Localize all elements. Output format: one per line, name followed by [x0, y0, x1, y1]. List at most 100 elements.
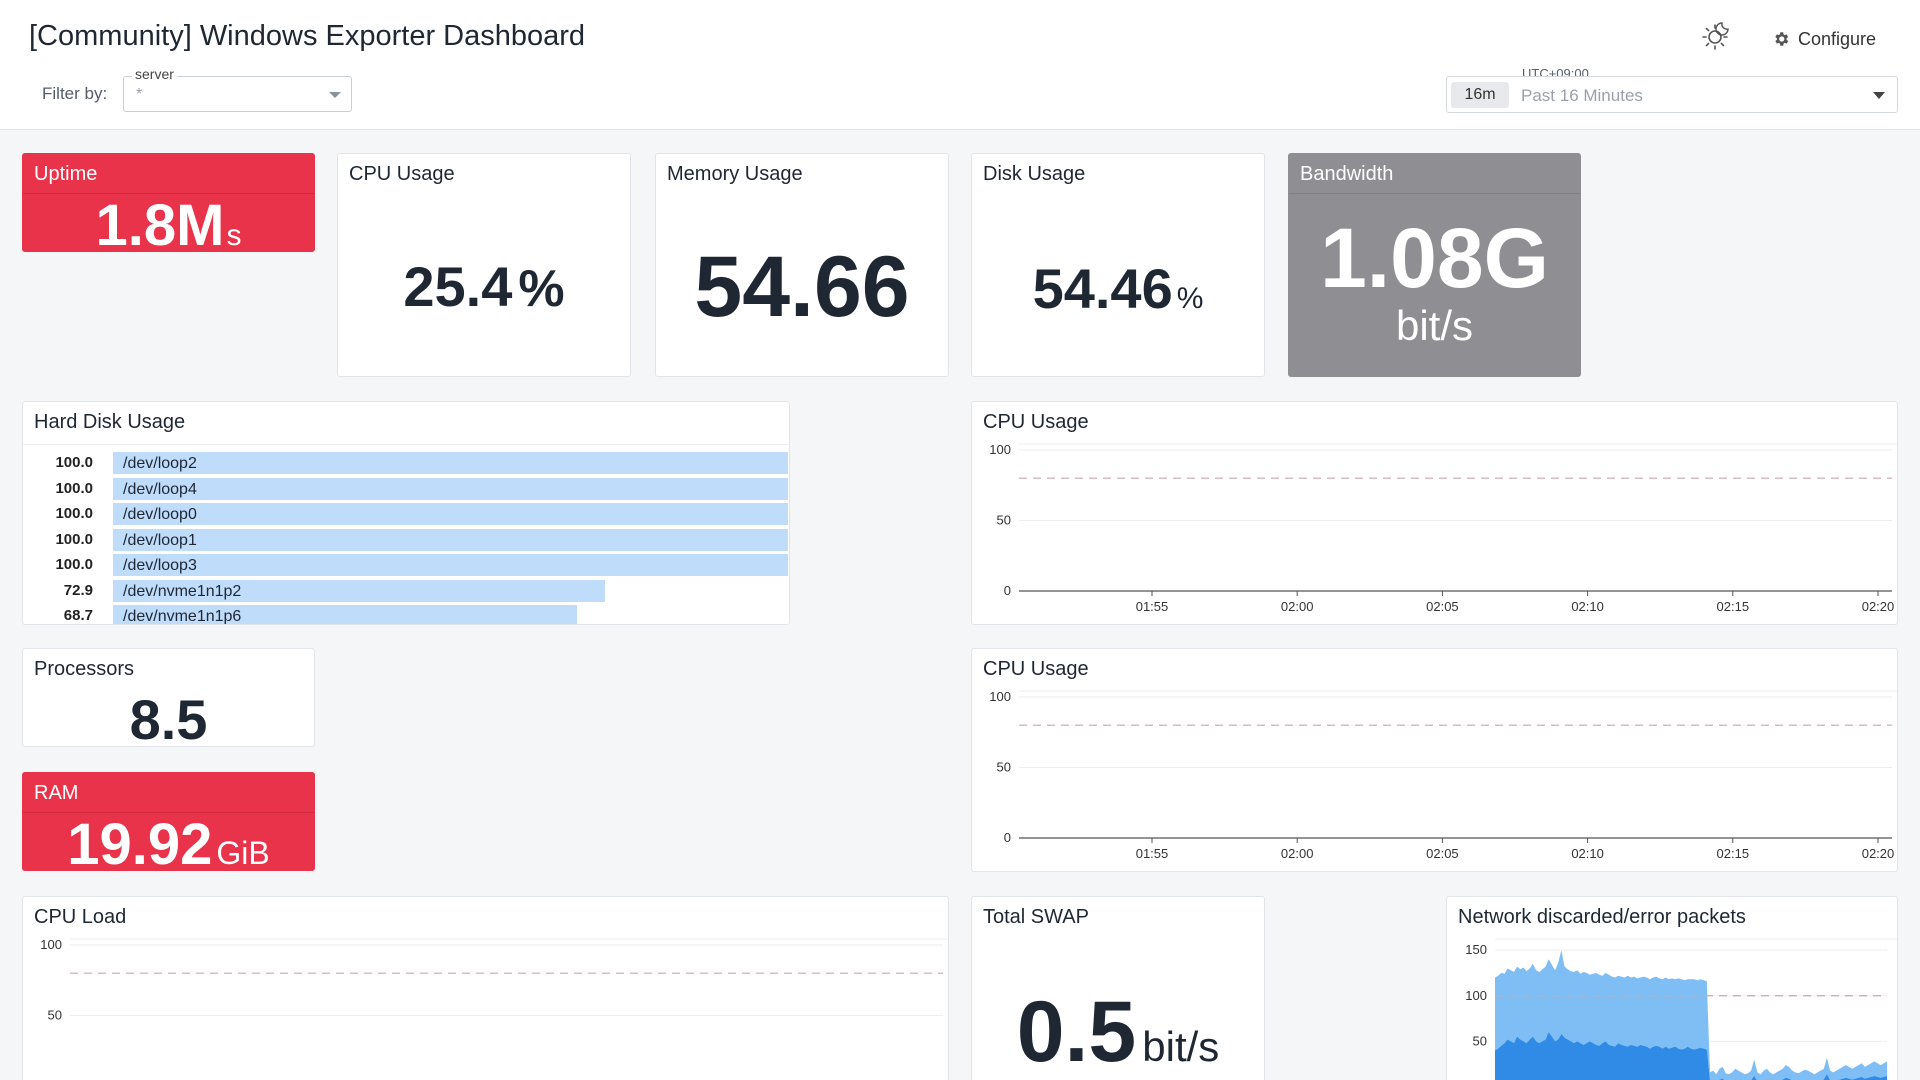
x-tick-label: 02:00 — [1281, 846, 1314, 861]
widget-title: CPU Usage — [349, 163, 455, 185]
time-range-text: Past 16 Minutes — [1521, 86, 1643, 105]
list-item[interactable]: 72.9/dev/nvme1n1p2 — [33, 579, 778, 602]
disk-usage-bar — [113, 554, 788, 576]
disk-device-name: /dev/loop3 — [123, 557, 197, 574]
disk-device-name: /dev/nvme1n1p6 — [123, 608, 242, 625]
memory-usage-widget[interactable]: Memory Usage 54.66 — [655, 153, 949, 377]
filter-label: Filter by: — [42, 84, 108, 103]
widget-title: Uptime — [34, 163, 98, 185]
list-item[interactable]: 68.7/dev/nvme1n1p6 — [33, 604, 778, 625]
widget-title: Memory Usage — [667, 163, 803, 185]
y-tick-label: 100 — [989, 442, 1011, 457]
widget-title: Disk Usage — [983, 163, 1086, 185]
disk-device-name: /dev/loop0 — [123, 506, 197, 523]
list-item[interactable]: 100.0/dev/loop2 — [33, 451, 788, 474]
y-tick-label: 50 — [997, 513, 1011, 528]
x-tick-label: 01:55 — [1136, 846, 1169, 861]
x-tick-label: 02:15 — [1717, 846, 1750, 861]
cpu-usage-chart-widget[interactable]: CPU Usage 0 50 100 01:55 02:00 02:05 02:10 02:1… — [971, 401, 1898, 625]
server-filter-select[interactable]: server * — [123, 66, 352, 112]
list-item[interactable]: 100.0/dev/loop3 — [33, 553, 788, 576]
processors-widget[interactable]: Processors 8.5 — [22, 648, 315, 747]
x-tick-label: 02:05 — [1426, 846, 1459, 861]
total-swap-value: 0.5 bit/s — [1016, 984, 1220, 1080]
widget-title: Network discarded/error packets — [1458, 906, 1746, 928]
y-tick-label: 0 — [1004, 830, 1011, 845]
uptime-value: 1.8Ms — [95, 193, 242, 252]
disk-device-name: /dev/loop2 — [123, 455, 197, 472]
x-tick-label: 02:20 — [1862, 599, 1895, 614]
x-tick-label: 02:05 — [1426, 599, 1459, 614]
x-tick-label: 02:10 — [1571, 599, 1604, 614]
disk-usage-percent: 100.0 — [55, 479, 93, 497]
memory-usage-value: 54.66 — [694, 239, 910, 335]
cpu-load-timeseries: 50 100 — [40, 937, 948, 1023]
dashboard-header: [Community] Windows Exporter Dashboard F… — [0, 0, 1920, 130]
bandwidth-widget[interactable]: Bandwidth 1.08G bit/s — [1288, 153, 1581, 377]
disk-usage-bar — [113, 477, 788, 500]
uptime-widget[interactable]: Uptime 1.8Ms — [22, 153, 315, 252]
y-tick-label: 100 — [40, 937, 62, 952]
disk-usage-percent: 68.7 — [63, 607, 93, 624]
x-tick-label: 01:55 — [1136, 599, 1169, 614]
disk-usage-bar — [113, 528, 788, 551]
disk-device-name: /dev/loop4 — [123, 480, 197, 498]
cpu-usage-timeseries: 0 50 100 01:55 02:00 02:05 02:10 02:15 02:20 — [989, 689, 1897, 861]
disk-usage-widget[interactable]: Disk Usage 54.46% — [971, 153, 1265, 377]
server-filter-value: * — [136, 86, 143, 103]
y-tick-label: 100 — [989, 689, 1011, 704]
y-tick-label: 150 — [1465, 942, 1487, 957]
ram-widget[interactable]: RAM 19.92 GiB — [22, 772, 315, 871]
disk-usage-bar — [113, 452, 788, 474]
list-item[interactable]: 100.0/dev/loop4 — [33, 477, 788, 500]
processors-value: 8.5 — [129, 688, 208, 747]
cpu-usage-timeseries: 0 50 100 01:55 02:00 02:05 02:10 02:15 02:20 — [989, 442, 1897, 614]
widget-title: CPU Usage — [983, 411, 1089, 433]
configure-button[interactable]: Configure — [1772, 26, 1876, 52]
server-filter-label: server — [132, 66, 177, 82]
disk-usage-bar — [113, 579, 606, 602]
y-tick-label: 100 — [1465, 988, 1487, 1003]
y-tick-label: 50 — [997, 760, 1011, 775]
list-item[interactable]: 100.0/dev/loop1 — [33, 528, 788, 551]
y-tick-label: 50 — [48, 1008, 62, 1023]
theme-toggle-icon[interactable] — [1700, 20, 1732, 52]
series-area — [1495, 1032, 1887, 1080]
widget-title: Bandwidth — [1300, 163, 1394, 185]
page-title: [Community] Windows Exporter Dashboard — [29, 20, 586, 52]
list-item[interactable]: 100.0/dev/loop0 — [33, 502, 788, 525]
disk-usage-bar — [113, 605, 577, 624]
disk-usage-bar — [113, 503, 788, 525]
x-tick-label: 02:00 — [1281, 599, 1314, 614]
widget-title: Processors — [34, 658, 135, 680]
disk-device-name: /dev/loop1 — [123, 531, 197, 549]
cpu-usage-widget[interactable]: CPU Usage 25.4% — [337, 153, 631, 377]
chevron-down-icon — [329, 92, 341, 98]
gear-icon — [1775, 32, 1789, 46]
y-tick-label: 50 — [1473, 1033, 1487, 1048]
widget-title: Hard Disk Usage — [34, 411, 186, 433]
disk-usage-percent: 100.0 — [55, 556, 93, 573]
y-tick-label: 0 — [1004, 583, 1011, 598]
cpu-usage-value: 25.4% — [403, 255, 565, 318]
total-swap-widget[interactable]: Total SWAP 0.5 bit/s — [971, 896, 1265, 1080]
network-errors-timeseries: 50 100 150 — [1465, 938, 1897, 1080]
widget-title: CPU Load — [34, 906, 127, 928]
widget-title: Total SWAP — [983, 906, 1089, 928]
cpu-load-widget[interactable]: CPU Load 50 100 — [22, 896, 949, 1080]
network-errors-widget[interactable]: Network discarded/error packets 50 100 150 — [1446, 896, 1898, 1080]
hard-disk-usage-widget[interactable]: Hard Disk Usage 100.0/dev/loop2 100.0/dev… — [22, 401, 790, 625]
time-range-picker[interactable]: 16m Past 16 Minutes — [1446, 76, 1898, 113]
x-tick-label: 02:10 — [1571, 846, 1604, 861]
disk-usage-percent: 100.0 — [55, 505, 93, 522]
configure-label: Configure — [1798, 28, 1877, 49]
ram-value: 19.92 GiB — [67, 812, 270, 871]
disk-device-name: /dev/nvme1n1p2 — [123, 582, 242, 600]
x-tick-label: 02:20 — [1862, 846, 1895, 861]
bandwidth-unit: bit/s — [1395, 302, 1474, 349]
chevron-down-icon — [1873, 92, 1885, 99]
time-range-chip: 16m — [1451, 82, 1509, 108]
disk-usage-percent: 72.9 — [63, 581, 93, 599]
widget-title: CPU Usage — [983, 658, 1089, 680]
cpu-usage-chart-widget-2[interactable]: CPU Usage 0 50 100 01:55 02:00 02:05 02:10 02:1… — [971, 648, 1898, 872]
